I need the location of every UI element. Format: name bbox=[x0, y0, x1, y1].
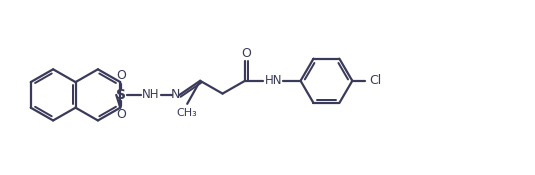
Text: O: O bbox=[241, 47, 251, 60]
Text: N: N bbox=[171, 88, 180, 101]
Text: HN: HN bbox=[265, 74, 282, 87]
Text: NH: NH bbox=[142, 88, 159, 101]
Text: O: O bbox=[116, 108, 126, 121]
Text: O: O bbox=[116, 69, 126, 82]
Text: CH₃: CH₃ bbox=[177, 108, 197, 118]
Text: Cl: Cl bbox=[370, 74, 382, 87]
Text: S: S bbox=[116, 88, 126, 102]
